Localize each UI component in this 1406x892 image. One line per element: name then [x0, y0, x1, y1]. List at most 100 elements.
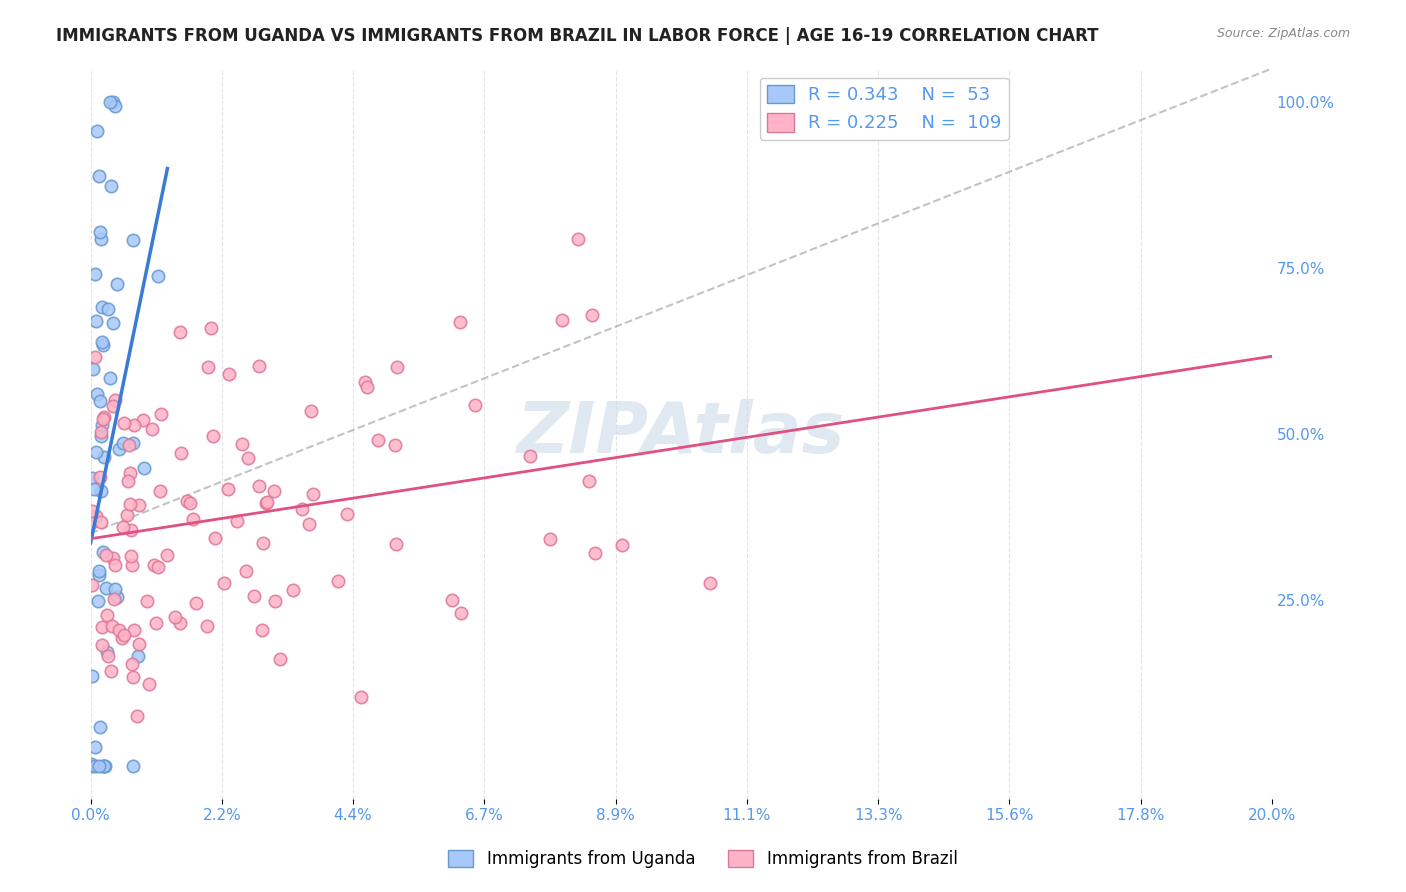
Immigrants from Uganda: [100, 179, 122, 194]
Immigrants from Brazil: [141, 422, 163, 436]
Immigrants from Uganda: [86, 387, 108, 401]
Text: ZIPAtlas: ZIPAtlas: [517, 399, 845, 468]
Immigrants from Uganda: [107, 277, 129, 292]
Immigrants from Uganda: [89, 394, 111, 409]
Immigrants from Brazil: [585, 546, 607, 560]
Immigrants from Brazil: [117, 474, 139, 488]
Immigrants from Uganda: [80, 758, 103, 772]
Immigrants from Brazil: [101, 551, 124, 566]
Immigrants from Brazil: [84, 351, 107, 365]
Immigrants from Brazil: [538, 532, 561, 546]
Immigrants from Uganda: [122, 435, 145, 450]
Immigrants from Brazil: [212, 575, 235, 590]
Immigrants from Brazil: [100, 664, 122, 678]
Immigrants from Uganda: [111, 436, 134, 450]
Immigrants from Uganda: [105, 591, 128, 605]
Immigrants from Uganda: [90, 417, 112, 432]
Immigrants from Uganda: [87, 169, 110, 183]
Immigrants from Uganda: [83, 482, 105, 496]
Immigrants from Brazil: [450, 606, 472, 620]
Immigrants from Brazil: [104, 558, 127, 573]
Immigrants from Brazil: [128, 498, 150, 512]
Immigrants from Brazil: [103, 399, 125, 413]
Immigrants from Brazil: [91, 412, 114, 426]
Immigrants from Uganda: [80, 471, 103, 485]
Immigrants from Brazil: [97, 648, 120, 663]
Immigrants from Brazil: [80, 503, 103, 517]
Immigrants from Brazil: [283, 582, 305, 597]
Immigrants from Brazil: [254, 496, 277, 510]
Immigrants from Brazil: [184, 597, 207, 611]
Immigrants from Brazil: [121, 657, 143, 672]
Immigrants from Brazil: [387, 360, 409, 375]
Immigrants from Uganda: [91, 545, 114, 559]
Immigrants from Brazil: [90, 425, 112, 440]
Immigrants from Uganda: [83, 740, 105, 755]
Immigrants from Brazil: [93, 410, 115, 425]
Immigrants from Brazil: [118, 497, 141, 511]
Immigrants from Brazil: [291, 501, 314, 516]
Immigrants from Uganda: [91, 758, 114, 772]
Immigrants from Brazil: [440, 593, 463, 607]
Immigrants from Brazil: [581, 308, 603, 322]
Immigrants from Brazil: [120, 523, 142, 537]
Immigrants from Brazil: [121, 670, 143, 684]
Immigrants from Brazil: [145, 616, 167, 631]
Immigrants from Brazil: [384, 438, 406, 452]
Immigrants from Uganda: [94, 582, 117, 596]
Immigrants from Brazil: [94, 548, 117, 562]
Immigrants from Uganda: [93, 758, 115, 772]
Immigrants from Brazil: [567, 232, 589, 246]
Immigrants from Brazil: [356, 380, 378, 394]
Immigrants from Brazil: [103, 591, 125, 606]
Immigrants from Uganda: [90, 484, 112, 499]
Immigrants from Brazil: [243, 589, 266, 603]
Immigrants from Uganda: [101, 316, 124, 330]
Immigrants from Uganda: [80, 757, 103, 772]
Immigrants from Uganda: [103, 582, 125, 596]
Immigrants from Brazil: [148, 484, 170, 499]
Immigrants from Brazil: [202, 429, 225, 443]
Immigrants from Brazil: [176, 494, 198, 508]
Immigrants from Brazil: [111, 520, 134, 534]
Immigrants from Uganda: [93, 758, 115, 772]
Immigrants from Brazil: [354, 375, 377, 389]
Immigrants from Brazil: [128, 637, 150, 651]
Immigrants from Uganda: [87, 567, 110, 582]
Immigrants from Uganda: [104, 99, 127, 113]
Immigrants from Uganda: [90, 301, 112, 315]
Immigrants from Brazil: [80, 578, 103, 592]
Immigrants from Brazil: [217, 482, 239, 496]
Immigrants from Brazil: [156, 548, 179, 562]
Immigrants from Brazil: [610, 538, 633, 552]
Legend: Immigrants from Uganda, Immigrants from Brazil: Immigrants from Uganda, Immigrants from …: [441, 843, 965, 875]
Immigrants from Uganda: [83, 267, 105, 281]
Immigrants from Uganda: [87, 594, 110, 608]
Immigrants from Brazil: [238, 451, 260, 466]
Immigrants from Brazil: [336, 508, 359, 522]
Immigrants from Brazil: [578, 474, 600, 488]
Immigrants from Brazil: [263, 484, 285, 499]
Immigrants from Uganda: [103, 95, 125, 109]
Immigrants from Brazil: [117, 438, 139, 452]
Immigrants from Brazil: [132, 412, 155, 426]
Immigrants from Brazil: [120, 466, 142, 480]
Immigrants from Uganda: [91, 334, 114, 349]
Immigrants from Brazil: [79, 516, 101, 531]
Immigrants from Brazil: [142, 558, 165, 572]
Immigrants from Brazil: [235, 564, 257, 578]
Immigrants from Brazil: [204, 531, 226, 545]
Immigrants from Uganda: [90, 429, 112, 443]
Immigrants from Brazil: [231, 436, 253, 450]
Immigrants from Uganda: [93, 450, 115, 464]
Immigrants from Uganda: [87, 758, 110, 772]
Immigrants from Brazil: [111, 632, 134, 646]
Immigrants from Brazil: [179, 496, 201, 510]
Text: IMMIGRANTS FROM UGANDA VS IMMIGRANTS FROM BRAZIL IN LABOR FORCE | AGE 16-19 CORR: IMMIGRANTS FROM UGANDA VS IMMIGRANTS FRO…: [56, 27, 1098, 45]
Immigrants from Brazil: [112, 627, 135, 641]
Immigrants from Brazil: [91, 638, 114, 652]
Immigrants from Brazil: [89, 470, 111, 484]
Immigrants from Brazil: [138, 677, 160, 691]
Immigrants from Uganda: [86, 445, 108, 459]
Immigrants from Brazil: [449, 315, 471, 329]
